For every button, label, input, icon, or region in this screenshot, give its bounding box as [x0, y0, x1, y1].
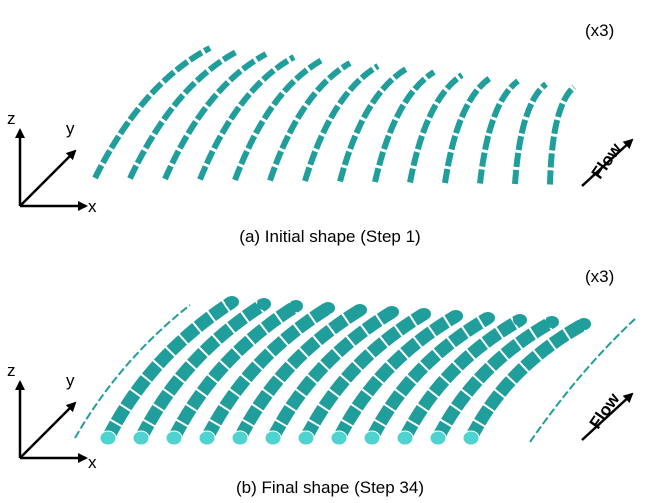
strand [265, 431, 281, 445]
strand [550, 87, 574, 185]
strand [305, 66, 378, 181]
y-axis [20, 151, 75, 206]
strand [410, 75, 462, 183]
strand [397, 431, 413, 445]
strand [480, 81, 518, 184]
strand [353, 304, 367, 316]
z-label: z [7, 361, 16, 380]
strand [449, 310, 463, 322]
caption: (b) Final shape (Step 34) [236, 478, 424, 497]
strand [166, 431, 182, 445]
z-label: z [7, 109, 16, 128]
strands [75, 48, 636, 445]
strand [95, 48, 210, 178]
strand [133, 431, 149, 445]
strand [232, 431, 248, 445]
panel-a: (x3) z y x Flow (a) Initial shape (Step … [7, 21, 632, 246]
strand [130, 51, 238, 179]
strand [257, 298, 271, 310]
panel-b: (x3) z y x Flow (b) Final shape (Step 34… [7, 267, 632, 497]
flow-label: Flow [588, 139, 626, 182]
strand [463, 431, 479, 445]
strand [199, 431, 215, 445]
x-label: x [88, 197, 97, 216]
strand [289, 300, 303, 312]
strand [515, 84, 546, 184]
strand [577, 318, 591, 330]
caption: (a) Initial shape (Step 1) [239, 227, 420, 246]
strand [331, 431, 347, 445]
figure: (x3) z y x Flow (a) Initial shape (Step … [0, 0, 650, 503]
strand [513, 314, 527, 326]
strand [364, 431, 380, 445]
strand [75, 305, 190, 438]
strand [225, 296, 239, 308]
strand [100, 431, 116, 445]
strand [165, 54, 266, 179]
strand [321, 302, 335, 314]
y-label: y [66, 371, 75, 390]
strand [481, 312, 495, 324]
scale-label: (x3) [585, 267, 614, 286]
strand [385, 306, 399, 318]
strand [545, 316, 559, 328]
strand [298, 431, 314, 445]
flow-label: Flow [586, 389, 624, 432]
strand [530, 318, 636, 442]
scale-label: (x3) [585, 21, 614, 40]
strand [445, 78, 490, 183]
y-label: y [66, 119, 75, 138]
x-label: x [88, 453, 97, 472]
strand [430, 431, 446, 445]
strand [417, 308, 431, 320]
y-axis [20, 403, 75, 458]
